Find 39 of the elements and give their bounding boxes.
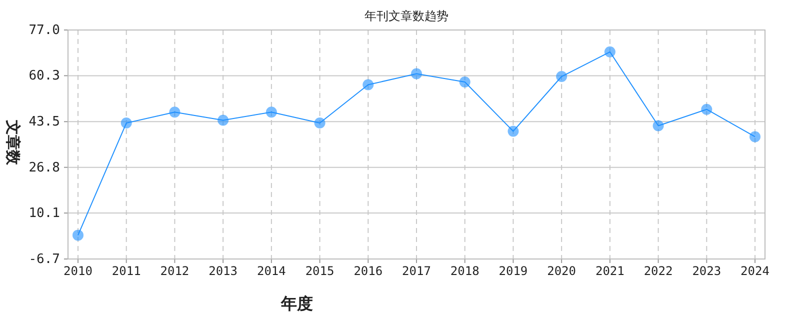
x-tick-label: 2024 — [740, 264, 770, 278]
x-tick-label: 2023 — [692, 264, 722, 278]
chart-title: 年刊文章数趋势 — [364, 9, 448, 23]
y-tick-label: 10.1 — [28, 206, 60, 222]
x-tick-label: 2011 — [112, 264, 141, 278]
x-tick-label: 2017 — [402, 264, 431, 278]
point — [556, 71, 568, 82]
x-tick-label: 2018 — [450, 264, 480, 278]
x-tick-label: 2019 — [498, 264, 528, 278]
y-tick-label: 43.5 — [28, 114, 60, 130]
y-tick-label: 60.3 — [28, 68, 60, 84]
x-tick-label: 2013 — [208, 264, 238, 278]
point — [120, 118, 132, 129]
point — [701, 104, 712, 115]
point — [411, 68, 422, 80]
x-tick-label: 2020 — [547, 264, 576, 278]
point — [750, 131, 760, 142]
point — [362, 79, 374, 90]
point — [169, 106, 180, 118]
x-tick-label: 2012 — [160, 264, 190, 278]
point — [652, 120, 664, 132]
point — [218, 114, 229, 126]
x-tick-label: 2021 — [595, 264, 624, 278]
y-tick-label: 77.0 — [28, 23, 60, 38]
x-axis-title: 年度 — [280, 294, 313, 313]
x-tick-label: 2022 — [644, 264, 673, 278]
x-tick-label: 2016 — [354, 264, 383, 278]
y-tick-label: 26.8 — [28, 160, 60, 176]
point — [266, 106, 277, 118]
x-tick-label: 2014 — [256, 264, 286, 278]
point — [72, 230, 84, 241]
y-axis-title: 文章数 — [4, 119, 22, 166]
x-tick-label: 2010 — [64, 264, 92, 278]
point — [314, 118, 326, 129]
point — [508, 126, 519, 137]
point — [459, 76, 470, 88]
x-tick-label: 2015 — [305, 264, 334, 278]
y-tick-label: -6.7 — [28, 252, 60, 267]
point — [604, 46, 616, 58]
